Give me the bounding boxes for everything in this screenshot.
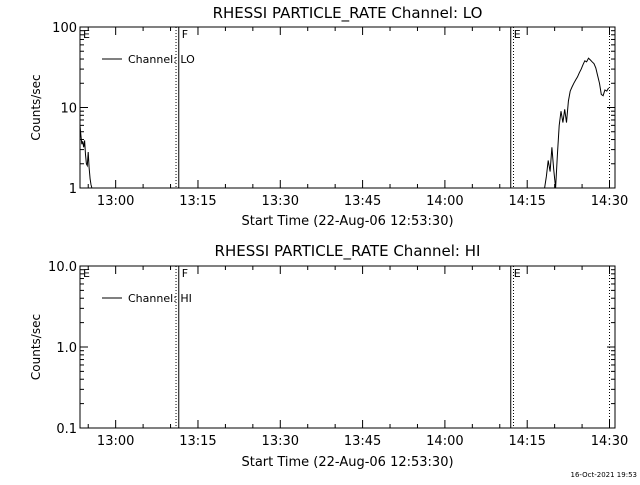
y-tick-label: 1.0 [56,341,77,356]
x-tick-label: 14:30 [591,434,628,449]
x-tick-label: 13:15 [179,194,216,209]
x-tick-label: 13:45 [344,194,381,209]
x-tick-label: 13:45 [344,434,381,449]
marker-label: F [182,28,188,41]
y-tick-label: 0.1 [56,422,77,437]
panel-1: RHESSI PARTICLE_RATE Channel: LO 13:00 13:… [29,4,628,229]
x-tick-label: 14:15 [508,434,545,449]
chart-title: RHESSI PARTICLE_RATE Channel: LO [213,4,483,23]
plot-frame [79,265,616,429]
legend-entry: Channel: HI [128,292,192,305]
y-tick-label: 10 [60,102,77,117]
marker-label: E [514,28,521,41]
x-axis-label: Start Time (22-Aug-06 12:53:30) [241,455,453,470]
y-axis-label: Counts/sec [29,74,43,140]
legend-entry: Channel: LO [128,53,195,66]
x-axis-label: Start Time (22-Aug-06 12:53:30) [241,214,453,229]
x-tick-label: 13:30 [262,434,299,449]
chart-title: RHESSI PARTICLE_RATE Channel: HI [215,242,481,261]
y-tick-label: 100 [52,21,77,36]
y-tick-label: 1 [69,182,77,197]
x-tick-label: 14:00 [426,434,463,449]
marker-label: E [83,28,90,41]
x-tick-label: 13:15 [179,434,216,449]
plot-frame [79,26,616,189]
x-tick-label: 13:00 [97,194,134,209]
x-tick-label: 13:00 [97,434,134,449]
series-line [544,57,610,189]
x-tick-label: 14:15 [508,194,545,209]
marker-label: F [182,267,188,280]
y-tick-label: 10.0 [48,260,77,275]
series-line [79,125,93,189]
panel-2: RHESSI PARTICLE_RATE Channel: HI 13:00 13:… [29,242,628,470]
x-tick-label: 13:30 [262,194,299,209]
x-tick-label: 14:00 [426,194,463,209]
footer-timestamp: 16-Oct-2021 19:53 [571,471,637,479]
y-axis-label: Counts/sec [29,314,43,380]
marker-label: E [83,267,90,280]
marker-label: E [514,267,521,280]
x-tick-label: 14:30 [591,194,628,209]
